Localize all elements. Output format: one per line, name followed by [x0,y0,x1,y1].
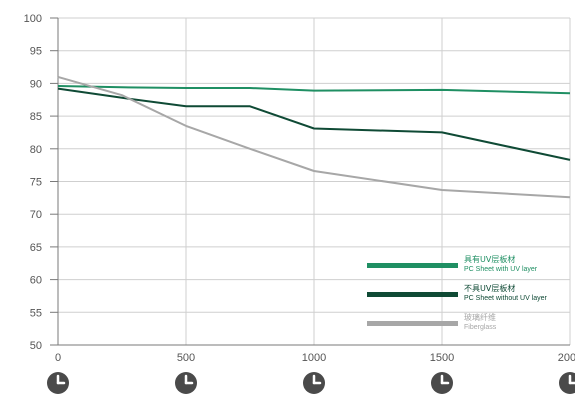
y-tick-label: 70 [30,209,42,221]
y-tick-label: 55 [30,307,42,319]
legend-label: 不具UV层板材 [464,283,515,293]
legend-label: 玻璃纤维 [464,312,496,322]
x-tick-label: 1000 [302,352,326,364]
icons-layer [47,372,575,394]
clock-icon [175,372,197,394]
legend-swatch [367,263,458,268]
x-tick-label: 0 [55,352,61,364]
grid-layer [58,17,571,345]
clock-icon [47,372,69,394]
legend-swatch [367,321,458,326]
y-tick-label: 85 [30,111,42,123]
legend-sublabel: PC Sheet with UV layer [464,266,538,273]
axes-layer: 505560657075808590951000500100015002000 [24,13,575,364]
clock-icon [559,372,575,394]
series-layer [57,75,571,199]
x-tick-label: 500 [177,352,195,364]
clock-icon [431,372,453,394]
legend-sublabel: PC Sheet without UV layer [464,295,548,302]
legend-swatch [367,292,458,297]
y-tick-label: 75 [30,177,42,189]
y-tick-label: 100 [24,13,42,25]
legend-layer: 具有UV层板材 PC Sheet with UV layer 不具UV层板材 PC S… [367,254,548,331]
clock-icon [303,372,325,394]
y-tick-label: 80 [30,144,42,156]
legend-label: 具有UV层板材 [464,254,515,264]
y-tick-label: 95 [30,46,42,58]
x-tick-label: 1500 [430,352,454,364]
y-tick-label: 50 [30,340,42,352]
y-tick-label: 60 [30,275,42,287]
series-line-1 [57,87,571,161]
y-tick-label: 90 [30,78,42,90]
series-line-2 [57,75,571,199]
y-tick-label: 65 [30,242,42,254]
x-tick-label: 2000 [558,352,575,364]
series-line-0 [57,85,571,95]
legend-sublabel: Fiberglass [464,324,497,331]
